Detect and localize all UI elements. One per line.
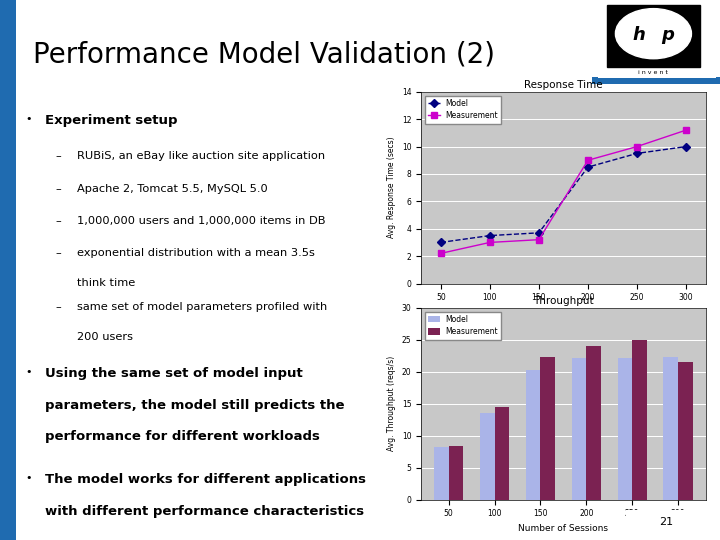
Text: think time: think time bbox=[76, 278, 135, 288]
Measurement bbox=[436, 250, 445, 256]
Text: Using the same set of model input: Using the same set of model input bbox=[45, 367, 303, 380]
Model bbox=[633, 150, 642, 157]
Y-axis label: Avg. Throughput (reqs/s): Avg. Throughput (reqs/s) bbox=[387, 356, 396, 451]
Text: same set of model parameters profiled with: same set of model parameters profiled wi… bbox=[76, 302, 327, 313]
Text: •: • bbox=[26, 473, 32, 483]
Title: Response Time: Response Time bbox=[524, 79, 603, 90]
Bar bbox=[449, 447, 464, 500]
Bar bbox=[632, 340, 647, 500]
Measurement bbox=[485, 239, 494, 246]
Model bbox=[682, 143, 690, 150]
Text: p: p bbox=[661, 26, 674, 44]
Text: •: • bbox=[26, 114, 32, 125]
Legend: Model, Measurement: Model, Measurement bbox=[425, 96, 501, 124]
Bar bbox=[618, 357, 632, 500]
Bar bbox=[541, 357, 555, 500]
Text: performance for different workloads: performance for different workloads bbox=[45, 430, 320, 443]
Text: –: – bbox=[55, 302, 60, 313]
Measurement bbox=[682, 127, 690, 133]
Bar bbox=[607, 5, 700, 66]
Text: –: – bbox=[55, 216, 60, 226]
Text: i n v e n t: i n v e n t bbox=[639, 70, 668, 75]
X-axis label: Number of Sessions: Number of Sessions bbox=[518, 308, 608, 317]
Text: 1,000,000 users and 1,000,000 items in DB: 1,000,000 users and 1,000,000 items in D… bbox=[76, 216, 325, 226]
Circle shape bbox=[616, 9, 691, 59]
Bar bbox=[678, 362, 693, 500]
Text: Experiment setup: Experiment setup bbox=[45, 114, 178, 127]
Text: exponential distribution with a mean 3.5s: exponential distribution with a mean 3.5… bbox=[76, 248, 315, 259]
Bar bbox=[572, 357, 586, 500]
Model bbox=[584, 164, 593, 170]
Text: parameters, the model still predicts the: parameters, the model still predicts the bbox=[45, 399, 345, 411]
Text: –: – bbox=[55, 151, 60, 161]
Model bbox=[485, 232, 494, 239]
Measurement bbox=[584, 157, 593, 164]
Bar bbox=[434, 447, 449, 500]
Measurement bbox=[633, 143, 642, 150]
X-axis label: Number of Sessions: Number of Sessions bbox=[518, 524, 608, 533]
Text: Performance Model Validation (2): Performance Model Validation (2) bbox=[33, 40, 495, 68]
Line: Measurement: Measurement bbox=[438, 127, 689, 256]
Text: –: – bbox=[55, 184, 60, 194]
Bar bbox=[495, 407, 509, 500]
Y-axis label: Avg. Response Time (secs): Avg. Response Time (secs) bbox=[387, 137, 396, 239]
Text: with different performance characteristics: with different performance characteristi… bbox=[45, 504, 364, 517]
Bar bbox=[480, 413, 495, 500]
Text: h: h bbox=[633, 26, 646, 44]
Text: The model works for different applications: The model works for different applicatio… bbox=[45, 473, 366, 486]
Bar bbox=[586, 346, 601, 500]
Title: Throughput: Throughput bbox=[533, 295, 594, 306]
Model bbox=[436, 239, 445, 246]
Text: •: • bbox=[26, 367, 32, 377]
Measurement bbox=[534, 237, 543, 243]
Bar bbox=[663, 357, 678, 500]
Line: Model: Model bbox=[438, 144, 689, 245]
Text: 21: 21 bbox=[659, 517, 673, 528]
Model bbox=[534, 230, 543, 236]
Text: 200 users: 200 users bbox=[76, 332, 132, 342]
Legend: Model, Measurement: Model, Measurement bbox=[425, 312, 501, 340]
Text: Apache 2, Tomcat 5.5, MySQL 5.0: Apache 2, Tomcat 5.5, MySQL 5.0 bbox=[76, 184, 267, 194]
Text: RUBiS, an eBay like auction site application: RUBiS, an eBay like auction site applica… bbox=[76, 151, 325, 161]
Text: –: – bbox=[55, 248, 60, 259]
Bar bbox=[526, 370, 541, 500]
